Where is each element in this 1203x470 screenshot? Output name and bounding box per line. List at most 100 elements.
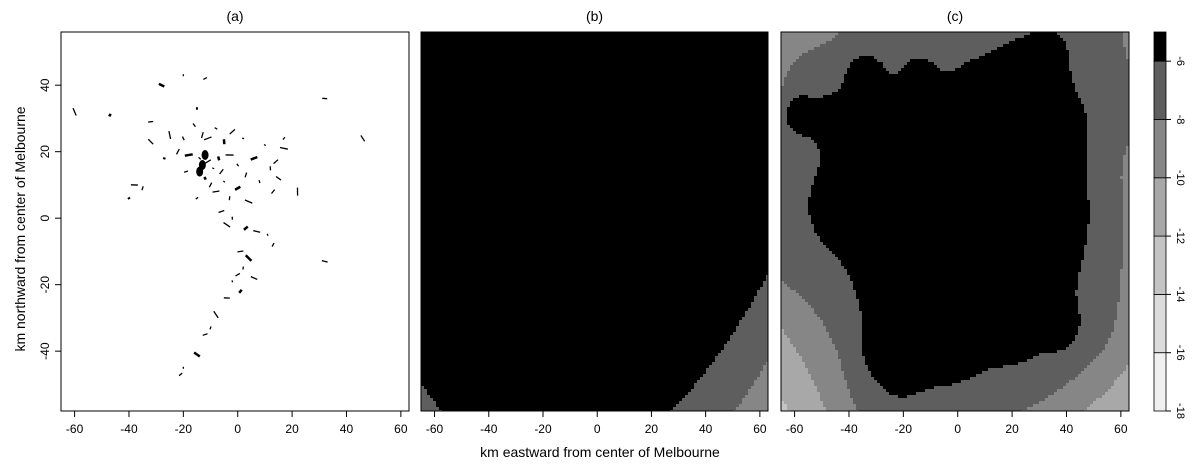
field-cell	[421, 302, 751, 305]
field-cell	[1123, 164, 1129, 167]
field-cell	[745, 314, 768, 317]
field-cell	[421, 98, 768, 101]
field-cell	[1090, 203, 1123, 206]
panel-3: (c) -60 -40 -20 0 20 40 60	[780, 8, 1130, 436]
field-cell	[961, 380, 1069, 383]
field-cell	[814, 311, 862, 314]
field-cell	[421, 182, 768, 185]
field-cell	[1126, 56, 1129, 59]
field-cell	[745, 311, 768, 314]
field-cell	[808, 206, 1090, 209]
x-tick-label: -20	[895, 422, 913, 436]
field-cell	[1069, 50, 1126, 53]
field-cell	[421, 140, 768, 143]
field-cell	[421, 362, 712, 365]
field-cell	[1018, 362, 1090, 365]
data-point	[273, 159, 279, 165]
field-cell	[751, 386, 768, 389]
field-cell	[856, 407, 1027, 410]
field-cell	[421, 398, 433, 401]
field-cell	[1075, 377, 1117, 380]
field-cell	[781, 212, 808, 215]
field-cell	[736, 326, 768, 329]
field-cell	[781, 374, 811, 377]
field-cell	[760, 371, 768, 374]
field-cell	[421, 125, 768, 128]
field-cell	[814, 308, 859, 311]
field-cell	[787, 335, 829, 338]
field-cell	[877, 59, 910, 62]
field-cell	[421, 143, 768, 146]
field-cell	[1081, 260, 1123, 263]
field-cell	[421, 401, 436, 404]
field-cell	[421, 101, 768, 104]
field-cell	[787, 284, 853, 287]
field-cell	[793, 128, 1087, 131]
colorbar-tick-label: -12	[1174, 228, 1186, 244]
field-cell	[820, 161, 1087, 164]
panel-1: (a) -60 -40 -20 0 20 40 60 -40 -20 0 20 40	[38, 8, 410, 436]
field-cell	[1081, 314, 1117, 317]
field-cell	[781, 185, 811, 188]
field-cell	[781, 98, 793, 101]
field-cell	[691, 389, 748, 392]
x-tick-label: 0	[594, 422, 601, 436]
field-cell	[736, 329, 768, 332]
field-cell	[1048, 395, 1102, 398]
field-cell	[1030, 32, 1057, 35]
field-cell	[1099, 353, 1129, 356]
field-cell	[1087, 149, 1126, 152]
field-cell	[1090, 362, 1129, 365]
field-cell	[421, 269, 768, 272]
field-cell	[421, 44, 768, 47]
data-point	[162, 156, 166, 160]
field-cell	[862, 338, 1075, 341]
field-cell	[421, 239, 768, 242]
field-cell	[1117, 311, 1129, 314]
field-cell	[763, 368, 768, 371]
field-cell	[1003, 44, 1066, 47]
field-cell	[1084, 248, 1123, 251]
field-cell	[838, 356, 865, 359]
field-cell	[1123, 248, 1129, 251]
field-cell	[808, 203, 1090, 206]
field-cell	[1123, 260, 1129, 263]
field-cell	[1033, 356, 1096, 359]
field-cell	[1075, 293, 1120, 296]
field-cell	[679, 401, 742, 404]
field-cell	[1120, 269, 1129, 272]
field-cell	[796, 350, 838, 353]
field-cell	[1123, 215, 1129, 218]
field-cell	[421, 128, 768, 131]
x-tick-label: 0	[954, 422, 961, 436]
field-cell	[853, 287, 1078, 290]
field-cell	[781, 167, 817, 170]
field-cell	[1126, 47, 1129, 50]
field-cell	[1009, 41, 1066, 44]
field-cell	[1114, 326, 1129, 329]
field-cell	[1123, 266, 1129, 269]
data-point	[198, 156, 202, 160]
field-cell	[880, 383, 952, 386]
field-cell	[1123, 44, 1129, 47]
field-cell	[757, 290, 768, 293]
field-cell	[814, 230, 1087, 233]
field-cell	[781, 296, 802, 299]
panel-2: (b) -60 -40 -20 0 20 40 60	[420, 8, 769, 436]
field-cell	[817, 233, 1087, 236]
field-cell	[751, 305, 768, 308]
field-cell	[1087, 128, 1129, 131]
field-cell	[421, 308, 748, 311]
field-cell	[781, 290, 796, 293]
field-cell	[760, 374, 768, 377]
field-cell	[781, 287, 790, 290]
field-cell	[1123, 179, 1129, 182]
field-cell	[1087, 188, 1123, 191]
field-cell	[694, 386, 751, 389]
field-cell	[709, 365, 763, 368]
data-point	[183, 170, 189, 173]
field-cell	[844, 374, 871, 377]
field-cell	[421, 149, 768, 152]
field-cell	[421, 203, 768, 206]
field-cell	[1123, 371, 1129, 374]
